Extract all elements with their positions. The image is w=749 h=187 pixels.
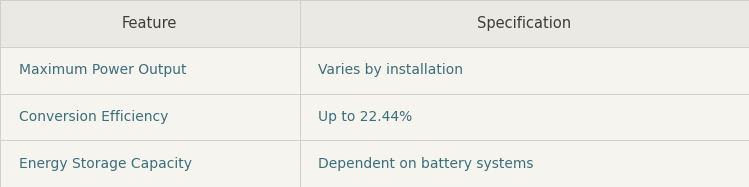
Text: Maximum Power Output: Maximum Power Output [19, 63, 187, 77]
Text: Varies by installation: Varies by installation [318, 63, 464, 77]
Text: Dependent on battery systems: Dependent on battery systems [318, 157, 534, 171]
Bar [0, 47, 749, 94]
Text: Up to 22.44%: Up to 22.44% [318, 110, 413, 124]
Bar [0, 0, 749, 47]
Text: Conversion Efficiency: Conversion Efficiency [19, 110, 168, 124]
Bar [0, 94, 749, 140]
Bar [0, 140, 749, 187]
Text: Energy Storage Capacity: Energy Storage Capacity [19, 157, 192, 171]
Text: Specification: Specification [477, 16, 571, 31]
Text: Feature: Feature [122, 16, 178, 31]
